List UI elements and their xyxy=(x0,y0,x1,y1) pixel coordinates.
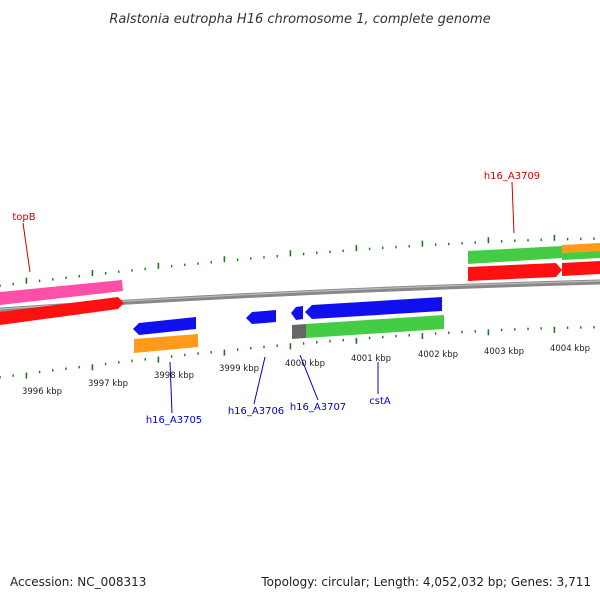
gene-cstA-blue-feature[interactable] xyxy=(305,297,442,319)
gene-label-h16_A3709[interactable]: h16_A3709 xyxy=(484,171,540,182)
tick-label-3997: 3997 kbp xyxy=(88,379,128,389)
gene-topB-feature[interactable] xyxy=(0,280,123,305)
gene-label-h16_A3706[interactable]: h16_A3706 xyxy=(228,406,284,417)
gene-cstA-green-feature[interactable] xyxy=(306,315,444,338)
label-line-h16_A3705 xyxy=(169,361,173,414)
gene-orange-right-feature[interactable] xyxy=(562,243,600,253)
tick-label-4001: 4001 kbp xyxy=(351,354,391,364)
tick-label-3999: 3999 kbp xyxy=(219,364,259,374)
gene-gray-feature[interactable] xyxy=(292,324,306,339)
accession-text: Accession: NC_008313 xyxy=(10,575,146,589)
tick-label-4003: 4003 kbp xyxy=(484,347,524,357)
tick-label-3998: 3998 kbp xyxy=(154,371,194,381)
tick-label-3996: 3996 kbp xyxy=(22,387,62,397)
gene-red-right-feature[interactable] xyxy=(562,261,600,276)
inner-tick-row xyxy=(0,326,595,379)
label-line-h16_A3707 xyxy=(299,354,319,401)
map-title: Ralstonia eutropha H16 chromosome 1, com… xyxy=(109,12,490,27)
gene-h16_A3706-feature[interactable] xyxy=(246,310,276,324)
outer-tick-row xyxy=(0,234,595,287)
gene-h16_A3709-green-feature[interactable] xyxy=(468,246,562,264)
gene-red-left-feature[interactable] xyxy=(0,297,124,325)
label-line-h16_A3709 xyxy=(511,181,515,234)
label-line-topB xyxy=(22,222,31,273)
tick-label-4000: 4000 kbp xyxy=(285,359,325,369)
gene-green-right-feature[interactable] xyxy=(562,251,600,260)
tick-label-4002: 4002 kbp xyxy=(418,350,458,360)
gene-label-h16_A3705[interactable]: h16_A3705 xyxy=(146,415,202,426)
gene-h16_A3709-red-feature[interactable] xyxy=(468,263,562,281)
gene-label-cstA[interactable]: cstA xyxy=(369,396,391,407)
gene-label-topB[interactable]: topB xyxy=(12,212,35,223)
gene-label-h16_A3707[interactable]: h16_A3707 xyxy=(290,402,346,413)
tick-label-4004: 4004 kbp xyxy=(550,344,590,354)
topology-text: Topology: circular; Length: 4,052,032 bp… xyxy=(260,575,591,589)
gene-h16_A3707-feature[interactable] xyxy=(291,306,303,320)
gene-h16_A3705-blue-feature[interactable] xyxy=(133,317,196,335)
gene-h16_A3705-orange-feature[interactable] xyxy=(134,334,198,353)
label-line-h16_A3706 xyxy=(253,356,266,405)
